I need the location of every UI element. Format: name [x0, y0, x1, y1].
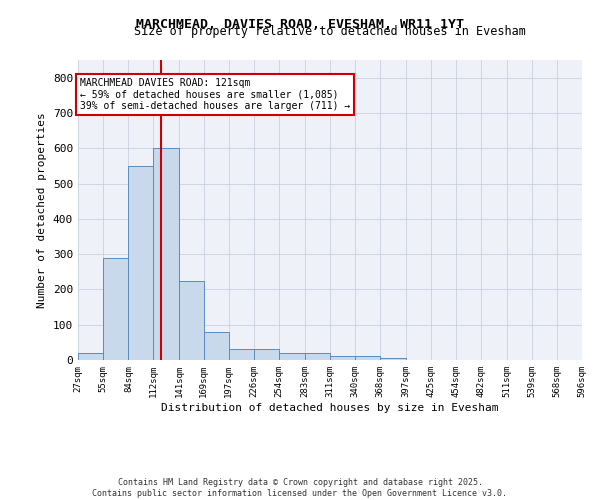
Text: Contains HM Land Registry data © Crown copyright and database right 2025.
Contai: Contains HM Land Registry data © Crown c… [92, 478, 508, 498]
Bar [279, 353, 305, 360]
X-axis label: Distribution of detached houses by size in Evesham: Distribution of detached houses by size … [161, 402, 499, 412]
Bar [305, 353, 329, 360]
Bar [78, 353, 103, 360]
Bar [380, 358, 406, 360]
Bar [179, 280, 204, 360]
Bar [254, 350, 279, 360]
Bar [128, 166, 153, 360]
Text: MARCHMEAD, DAVIES ROAD, EVESHAM, WR11 1YT: MARCHMEAD, DAVIES ROAD, EVESHAM, WR11 1Y… [136, 18, 464, 30]
Title: Size of property relative to detached houses in Evesham: Size of property relative to detached ho… [134, 25, 526, 38]
Y-axis label: Number of detached properties: Number of detached properties [37, 112, 47, 308]
Bar [329, 356, 355, 360]
Bar [153, 148, 179, 360]
Text: MARCHMEAD DAVIES ROAD: 121sqm
← 59% of detached houses are smaller (1,085)
39% o: MARCHMEAD DAVIES ROAD: 121sqm ← 59% of d… [80, 78, 350, 111]
Bar [204, 332, 229, 360]
Bar [103, 258, 128, 360]
Bar [355, 356, 380, 360]
Bar [229, 350, 254, 360]
